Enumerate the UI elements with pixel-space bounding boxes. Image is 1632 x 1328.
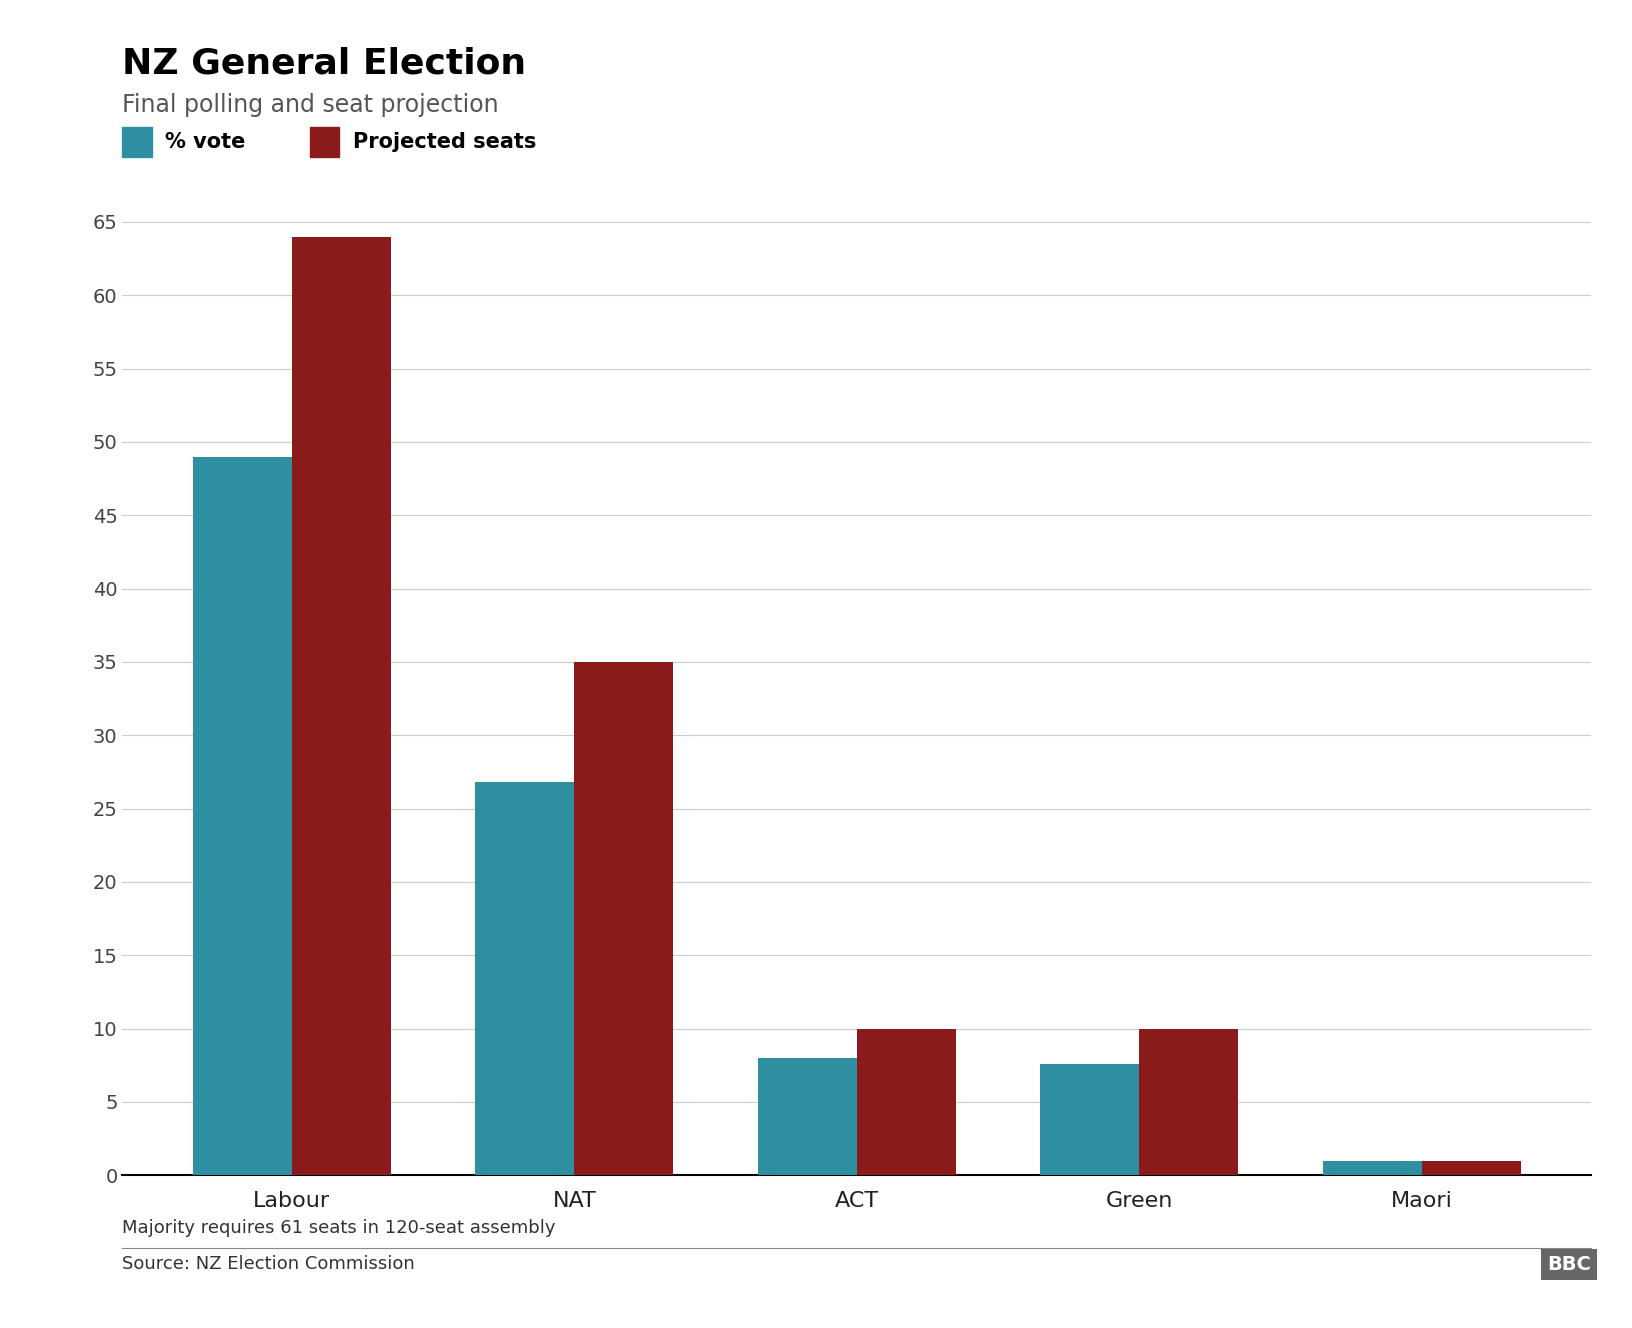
Bar: [292, 236, 390, 1175]
Text: BBC: BBC: [1547, 1255, 1591, 1274]
Text: % vote: % vote: [165, 131, 245, 153]
Text: Source: NZ Election Commission: Source: NZ Election Commission: [122, 1255, 415, 1274]
Bar: [1139, 1029, 1239, 1175]
Bar: [757, 1058, 857, 1175]
Bar: [857, 1029, 956, 1175]
Bar: [1041, 1064, 1139, 1175]
Bar: [574, 661, 674, 1175]
Text: Majority requires 61 seats in 120-seat assembly: Majority requires 61 seats in 120-seat a…: [122, 1219, 557, 1238]
Text: Projected seats: Projected seats: [353, 131, 535, 153]
Bar: [1421, 1161, 1521, 1175]
Bar: [193, 457, 292, 1175]
Text: Final polling and seat projection: Final polling and seat projection: [122, 93, 499, 117]
Bar: [475, 782, 574, 1175]
Bar: [1324, 1161, 1421, 1175]
Text: NZ General Election: NZ General Election: [122, 46, 527, 81]
